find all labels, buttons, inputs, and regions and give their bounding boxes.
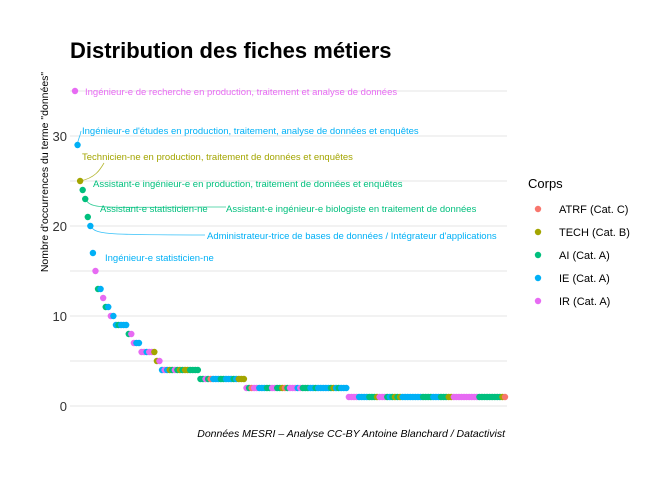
data-point bbox=[99, 294, 107, 302]
chart-title: Distribution des fiches métiers bbox=[70, 38, 392, 63]
data-point bbox=[156, 357, 163, 365]
data-point bbox=[135, 339, 143, 347]
data-point bbox=[92, 267, 99, 275]
legend-label: TECH (Cat. B) bbox=[559, 227, 630, 239]
data-point bbox=[105, 303, 112, 311]
data-point bbox=[151, 348, 158, 356]
legend-key-ie bbox=[534, 274, 542, 282]
data-point bbox=[110, 312, 117, 320]
data-point bbox=[240, 375, 248, 383]
legend-key-tech bbox=[534, 228, 542, 236]
data-point bbox=[501, 393, 509, 401]
chart-caption: Données MESRI – Analyse CC-BY Antoine Bl… bbox=[197, 428, 506, 440]
legend: Corps ATRF (Cat. C) TECH (Cat. B) AI (Cat.… bbox=[528, 176, 630, 308]
data-point bbox=[84, 213, 91, 221]
y-axis-ticks: 0 10 20 30 bbox=[53, 129, 67, 414]
data-point bbox=[343, 384, 350, 392]
data-point bbox=[128, 330, 135, 338]
legend-label: IR (Cat. A) bbox=[559, 296, 610, 308]
data-point bbox=[194, 366, 202, 374]
data-point bbox=[74, 141, 81, 149]
legend-label: ATRF (Cat. C) bbox=[559, 204, 628, 216]
data-point bbox=[76, 177, 84, 185]
data-point bbox=[97, 285, 104, 293]
annotation-label: Assistant-e ingénieur-e en production, t… bbox=[93, 179, 403, 190]
legend-key-ir bbox=[534, 297, 542, 305]
legend-key-ai bbox=[534, 251, 542, 259]
data-point bbox=[82, 195, 89, 203]
y-tick-label: 20 bbox=[53, 219, 67, 234]
annotation-connector bbox=[84, 198, 226, 208]
legend-key-atrf bbox=[534, 205, 542, 213]
annotation-connector bbox=[80, 162, 105, 182]
data-point bbox=[89, 249, 97, 257]
y-tick-label: 0 bbox=[60, 399, 67, 414]
data-point bbox=[71, 87, 79, 95]
y-axis-label: Nombre d'occurrences du terme "données" bbox=[39, 72, 51, 273]
legend-label: IE (Cat. A) bbox=[559, 273, 610, 285]
annotation-label: Technicien-ne en production, traitement … bbox=[82, 152, 353, 163]
y-tick-label: 30 bbox=[53, 129, 67, 144]
annotation-label: Administrateur-trice de bases de données… bbox=[207, 231, 497, 242]
data-point bbox=[79, 186, 86, 194]
data-point bbox=[87, 222, 94, 230]
legend-label: AI (Cat. A) bbox=[559, 250, 610, 262]
annotation-label: Ingénieur-e d'études en production, trai… bbox=[82, 126, 419, 137]
annotations: Ingénieur-e de recherche en production, … bbox=[82, 87, 497, 264]
annotation-label: Assistant-e ingénieur-e biologiste en tr… bbox=[226, 204, 477, 215]
data-point bbox=[122, 321, 130, 329]
annotation-connector bbox=[90, 225, 206, 236]
annotation-label: Ingénieur-e statisticien-ne bbox=[105, 253, 214, 264]
gridlines bbox=[70, 90, 507, 407]
annotation-label: Ingénieur-e de recherche en production, … bbox=[85, 87, 397, 98]
annotation-label: Assistant-e statisticien-ne bbox=[100, 204, 208, 215]
legend-title: Corps bbox=[528, 176, 563, 191]
data-points bbox=[71, 87, 509, 401]
y-tick-label: 10 bbox=[53, 309, 67, 324]
